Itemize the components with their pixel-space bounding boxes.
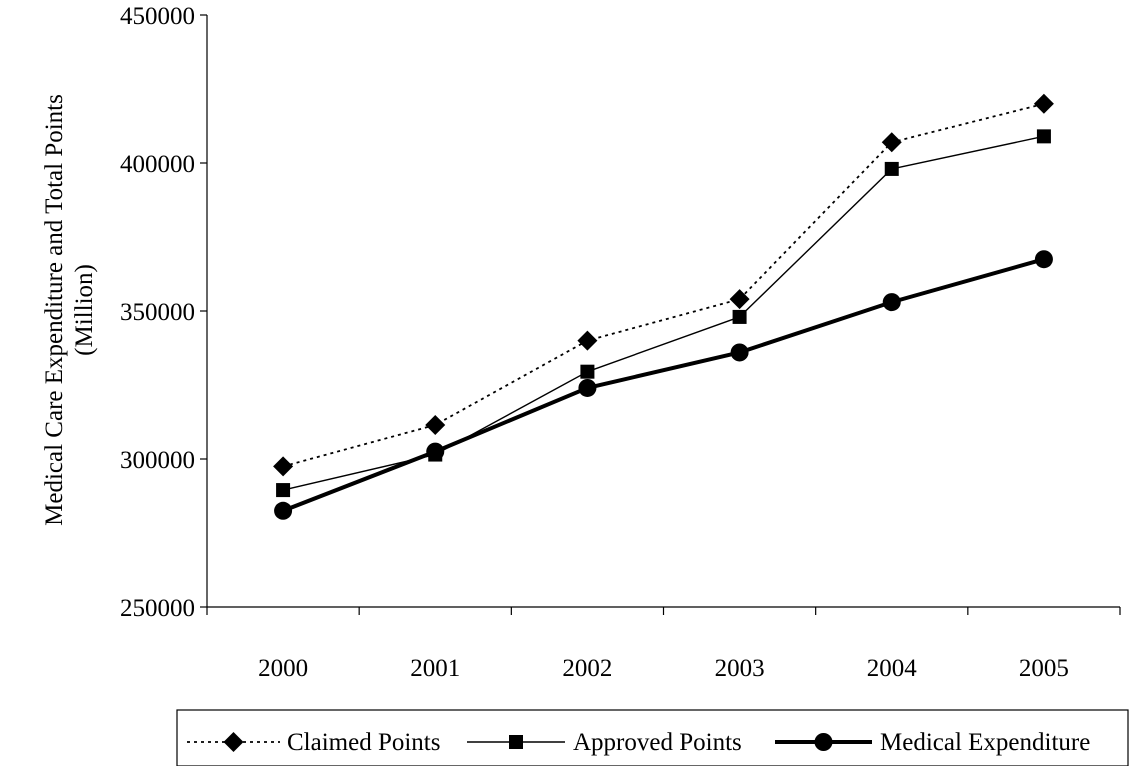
legend-marker-diamond — [223, 732, 244, 752]
y-axis-label-line-2: (Million) — [71, 264, 98, 356]
x-tick-labels: 2000 2001 2002 2003 2004 2005 — [258, 655, 1069, 682]
legend-item-approved-points: Approved Points — [467, 729, 742, 756]
legend-marker-square — [509, 735, 523, 749]
data-point-circle — [730, 343, 749, 362]
series-approved-points — [276, 129, 1051, 498]
legend-item-medical-expenditure: Medical Expenditure — [775, 729, 1090, 756]
legend-label: Claimed Points — [287, 729, 440, 756]
data-point-square — [884, 161, 899, 176]
x-tick-label: 2003 — [715, 655, 765, 682]
data-point-circle — [578, 378, 597, 397]
legend-label: Approved Points — [573, 729, 742, 756]
axes — [200, 14, 1121, 615]
data-point-diamond — [577, 330, 598, 351]
series-line — [282, 135, 1045, 491]
legend: Claimed Points Approved Points Medical Exp… — [176, 709, 1129, 766]
data-point-diamond — [425, 414, 446, 435]
data-point-square — [580, 364, 595, 379]
x-tick-label: 2001 — [410, 655, 460, 682]
legend-item-claimed-points: Claimed Points — [187, 729, 440, 756]
data-point-diamond — [1033, 93, 1054, 114]
y-axis-label: Medical Care Expenditure and Total Point… — [41, 94, 98, 526]
data-point-square — [276, 483, 291, 498]
x-tick-label: 2002 — [562, 655, 612, 682]
series-claimed-points — [273, 93, 1054, 477]
series-line — [282, 257, 1045, 513]
y-tick-labels: 250000 300000 350000 400000 450000 — [120, 3, 195, 622]
data-point-circle — [274, 501, 293, 520]
data-point-circle — [882, 293, 901, 312]
y-tick-label: 300000 — [120, 447, 195, 474]
series-layer — [273, 93, 1054, 520]
data-point-square — [1036, 129, 1051, 144]
x-tick-label: 2000 — [258, 655, 308, 682]
data-point-circle — [1034, 250, 1053, 269]
legend-marker-circle — [814, 733, 833, 751]
y-tick-label: 250000 — [120, 595, 195, 622]
y-tick-label: 350000 — [120, 299, 195, 326]
data-point-square — [732, 309, 747, 324]
y-tick-label: 400000 — [120, 151, 195, 178]
x-tick-label: 2004 — [867, 655, 918, 682]
legend-label: Medical Expenditure — [880, 729, 1090, 756]
legend-box — [176, 709, 1129, 766]
data-point-diamond — [729, 289, 750, 310]
x-tick-label: 2005 — [1019, 655, 1069, 682]
series-medical-expenditure — [274, 250, 1053, 520]
data-point-circle — [426, 442, 445, 461]
data-point-diamond — [881, 132, 902, 153]
y-tick-label: 450000 — [120, 3, 195, 30]
series-line — [282, 102, 1045, 468]
y-axis-label-line-1: Medical Care Expenditure and Total Point… — [41, 94, 68, 526]
data-point-diamond — [273, 456, 294, 477]
